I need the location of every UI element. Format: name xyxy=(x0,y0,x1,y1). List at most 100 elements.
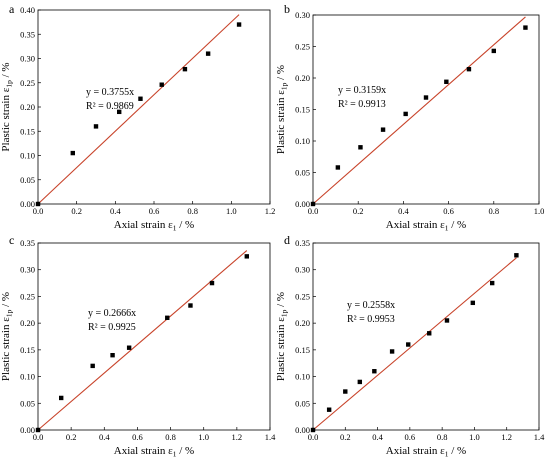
data-point xyxy=(523,25,528,30)
data-point xyxy=(90,363,95,369)
data-point xyxy=(35,201,41,207)
y-axis-label: Plastic strain ε1p / % xyxy=(275,65,289,154)
y-tick-label: 0.35 xyxy=(20,29,35,39)
y-tick-label: 0.00 xyxy=(20,199,35,209)
x-tick-label: 0.6 xyxy=(149,206,160,216)
data-point xyxy=(470,300,476,306)
data-point xyxy=(489,280,495,286)
y-axis-label: Plastic strain ε1p / % xyxy=(0,62,14,151)
y-tick-label: 0.10 xyxy=(20,372,35,382)
x-axis-label: Axial strain ε1 / % xyxy=(386,445,466,459)
y-tick-label: 0.10 xyxy=(295,372,310,382)
y-tick-label: 0.25 xyxy=(20,78,35,88)
x-tick-label: 1.4 xyxy=(265,432,276,442)
x-axis-label: Axial strain ε1 / % xyxy=(114,219,194,233)
data-point xyxy=(389,349,395,354)
y-tick-label: 0.00 xyxy=(295,425,310,435)
y-tick-label: 0.05 xyxy=(295,398,310,408)
data-point xyxy=(126,345,132,350)
y-tick-label: 0.20 xyxy=(295,73,310,83)
y-tick-label: 0.40 xyxy=(20,5,35,15)
y-tick-label: 0.20 xyxy=(20,318,35,328)
data-point xyxy=(310,201,316,207)
x-tick-label: 0.2 xyxy=(340,432,351,442)
y-tick-label: 0.15 xyxy=(295,105,310,115)
chart-panel-c: 0.0 0.2 0.4 0.6 0.8 1.0 1.2 1.4 0.00 0.05 0.10 0.15… xyxy=(0,233,276,459)
data-point xyxy=(514,253,519,258)
fit-line xyxy=(312,257,517,431)
x-tick-label: 1.0 xyxy=(226,206,237,216)
data-point xyxy=(423,95,429,100)
x-tick-label: 0.8 xyxy=(187,206,198,216)
x-tick-label: 0.0 xyxy=(33,206,44,216)
panel-label: c xyxy=(9,233,14,247)
y-tick-label: 0.20 xyxy=(20,102,35,112)
data-point xyxy=(380,127,386,132)
data-point xyxy=(165,315,170,320)
y-tick-label: 0.35 xyxy=(295,238,310,248)
y-tick-label: 0.15 xyxy=(20,126,35,136)
y-tick-label: 0.05 xyxy=(295,168,310,178)
data-point xyxy=(59,395,64,401)
data-point xyxy=(466,66,472,72)
fit-equation: y = 0.2666x xyxy=(88,308,136,319)
data-point xyxy=(406,342,411,347)
fit-equation: y = 0.2558x xyxy=(347,300,395,311)
data-point xyxy=(117,109,122,115)
y-tick-label: 0.15 xyxy=(295,345,310,355)
chart-panel-a: 0.0 0.2 0.4 0.6 0.8 1.0 1.2 0.00 0.05 0.10 0.15 0.2… xyxy=(0,2,275,233)
x-tick-label: 1.4 xyxy=(534,432,545,442)
y-axis-label: Plastic strain ε1p / % xyxy=(0,292,14,381)
data-point xyxy=(236,22,242,27)
y-tick-label: 0.20 xyxy=(295,318,310,328)
y-tick-label: 0.25 xyxy=(20,291,35,301)
x-tick-label: 0.0 xyxy=(308,206,319,216)
data-point xyxy=(357,379,363,385)
data-point xyxy=(209,280,215,286)
y-tick-label: 0.35 xyxy=(20,238,35,248)
y-tick-label: 0.10 xyxy=(295,136,310,146)
data-point xyxy=(110,353,115,358)
data-point xyxy=(188,303,193,308)
data-point xyxy=(244,254,249,259)
data-point xyxy=(182,66,188,72)
data-point xyxy=(310,427,316,433)
x-tick-label: 1.0 xyxy=(534,206,545,216)
y-tick-label: 0.10 xyxy=(20,151,35,161)
x-axis-label: Axial strain ε1 / % xyxy=(386,219,466,233)
data-point xyxy=(35,427,41,433)
r-squared: R² = 0.9925 xyxy=(88,322,136,333)
x-tick-label: 0.6 xyxy=(443,206,454,216)
x-tick-label: 0.0 xyxy=(308,432,319,442)
fit-line xyxy=(312,16,526,205)
data-point xyxy=(444,318,450,323)
x-tick-label: 0.4 xyxy=(110,206,121,216)
x-axis-label: Axial strain ε1 / % xyxy=(114,445,194,459)
data-point xyxy=(93,124,99,129)
x-tick-label: 0.6 xyxy=(405,432,416,442)
x-tick-label: 1.2 xyxy=(501,432,512,442)
data-point xyxy=(372,369,377,374)
chart-panel-b: 0.0 0.2 0.4 0.6 0.8 1.0 0.00 0.05 0.10 0.15 0.20 0.… xyxy=(275,2,544,233)
x-tick-label: 0.8 xyxy=(165,432,176,442)
chart-panel-d: 0.0 0.2 0.4 0.6 0.8 1.0 1.2 1.4 0.00 0.05 0.10 0.15… xyxy=(275,233,545,459)
x-tick-label: 0.4 xyxy=(99,432,110,442)
fit-equation: y = 0.3159x xyxy=(338,85,386,96)
fit-equation: y = 0.3755x xyxy=(86,87,134,98)
data-point xyxy=(343,389,348,394)
x-tick-label: 1.2 xyxy=(265,206,276,216)
x-tick-label: 0.2 xyxy=(353,206,364,216)
panel-label: a xyxy=(9,2,15,16)
data-point xyxy=(444,79,449,84)
y-tick-label: 0.05 xyxy=(20,175,35,185)
x-tick-label: 0.2 xyxy=(66,432,77,442)
y-tick-label: 0.00 xyxy=(20,425,35,435)
x-tick-label: 1.2 xyxy=(232,432,243,442)
y-tick-label: 0.30 xyxy=(295,10,310,20)
y-axis-label: Plastic strain ε1p / % xyxy=(275,292,289,381)
r-squared: R² = 0.9869 xyxy=(86,101,134,112)
x-tick-label: 1.0 xyxy=(198,432,209,442)
x-tick-label: 0.8 xyxy=(488,206,499,216)
x-tick-label: 0.6 xyxy=(132,432,143,442)
